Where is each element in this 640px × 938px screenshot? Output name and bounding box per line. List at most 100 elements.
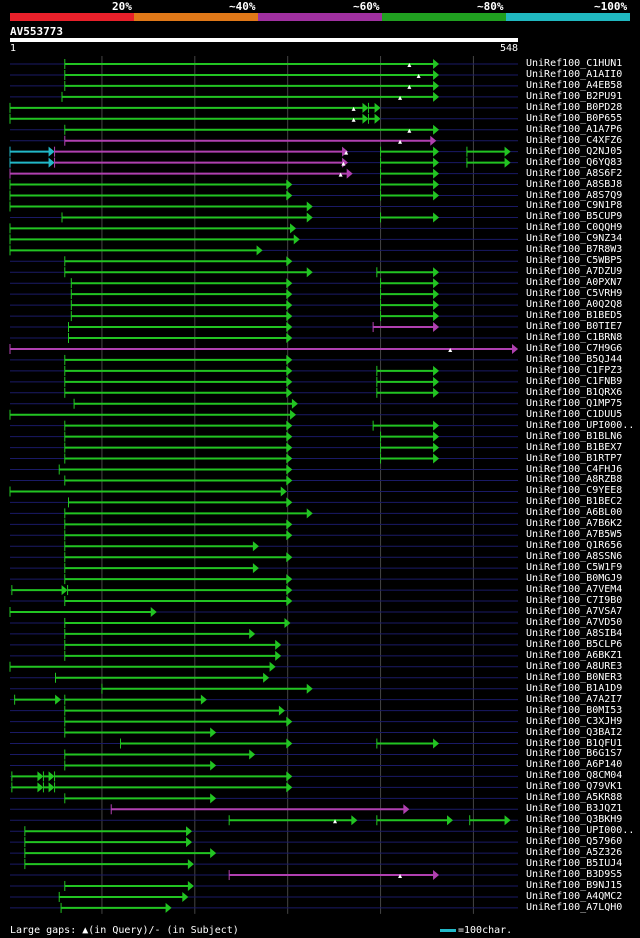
- gap-marker-icon: [407, 128, 412, 133]
- gap-marker-icon: [407, 63, 412, 67]
- hit-label[interactable]: UniRef100_B0TIE7: [526, 321, 623, 333]
- hit-label[interactable]: UniRef100_A5KR88: [526, 792, 623, 804]
- hit-label[interactable]: UniRef100_A7A2I7: [526, 693, 623, 705]
- hit-label[interactable]: UniRef100_A0Q2Q8: [526, 299, 623, 311]
- hit-label[interactable]: UniRef100_A1A7P6: [526, 123, 623, 135]
- hit-label[interactable]: UniRef100_Q1R656: [526, 540, 623, 552]
- hit-label[interactable]: UniRef100_C1BRN8: [526, 332, 623, 343]
- gap-marker-icon: [333, 819, 338, 824]
- hit-label[interactable]: UniRef100_B6G1S7: [526, 748, 623, 760]
- hit-label[interactable]: UniRef100_A8S7Q9: [526, 189, 623, 201]
- hit-label[interactable]: UniRef100_B1BEC2: [526, 496, 623, 508]
- hit-label[interactable]: UniRef100_A7VSA7: [526, 606, 623, 617]
- hit-end-arrow: [433, 289, 440, 300]
- hit-label[interactable]: UniRef100_C5WBP5: [526, 255, 623, 267]
- hit-label[interactable]: UniRef100_Q79VK1: [526, 781, 623, 793]
- hit-end-arrow: [186, 826, 193, 837]
- hit-label[interactable]: UniRef100_A5Z326: [526, 847, 623, 859]
- hit-end-arrow: [286, 333, 293, 343]
- hit-label[interactable]: UniRef100_A8S6F2: [526, 167, 623, 179]
- hit-label[interactable]: UniRef100_B5QJ44: [526, 353, 623, 365]
- hit-label[interactable]: UniRef100_A4EB58: [526, 79, 623, 91]
- hit-label[interactable]: UniRef100_A8URE3: [526, 660, 623, 672]
- hit-label[interactable]: UniRef100_Q3BKH9: [526, 814, 623, 826]
- hit-end-arrow: [37, 782, 44, 793]
- hit-label[interactable]: UniRef100_A8SBJ8: [526, 178, 623, 190]
- hit-label[interactable]: UniRef100_A7VD50: [526, 616, 623, 628]
- hit-label[interactable]: UniRef100_A6P140: [526, 759, 623, 771]
- hit-label[interactable]: UniRef100_B1BED5: [526, 310, 623, 322]
- hit-label[interactable]: UniRef100_C5VRH9: [526, 288, 623, 300]
- hit-label[interactable]: UniRef100_B7R8W3: [526, 244, 623, 256]
- hit-label[interactable]: UniRef100_B0MGJ9: [526, 573, 623, 585]
- hit-label[interactable]: UniRef100_B5CUP9: [526, 211, 623, 223]
- hit-label[interactable]: UniRef100_Q6YQ83: [526, 156, 623, 168]
- hit-label[interactable]: UniRef100_B0PD28: [526, 101, 623, 113]
- hit-label[interactable]: UniRef100_C4FHJ6: [526, 463, 623, 475]
- hit-label[interactable]: UniRef100_B1A1D9: [526, 682, 623, 694]
- hit-label[interactable]: UniRef100_UPI000..: [526, 419, 635, 431]
- hit-label[interactable]: UniRef100_A6BKZ1: [526, 649, 623, 661]
- hit-end-arrow: [150, 607, 157, 617]
- hit-label[interactable]: UniRef100_C9YEE8: [526, 485, 623, 497]
- hit-label[interactable]: UniRef100_B0P655: [526, 112, 623, 124]
- hit-label[interactable]: UniRef100_A1AII0: [526, 68, 623, 80]
- hit-label[interactable]: UniRef100_A4QMC2: [526, 890, 623, 902]
- hit-end-arrow: [286, 475, 293, 486]
- hit-label[interactable]: UniRef100_B5CLP6: [526, 638, 623, 650]
- hit-label[interactable]: UniRef100_A7B5W5: [526, 529, 623, 541]
- legend-segment: [506, 13, 630, 21]
- hit-label[interactable]: UniRef100_UPI000..: [526, 825, 635, 837]
- hit-label[interactable]: UniRef100_B5IUJ4: [526, 858, 623, 870]
- hit-label[interactable]: UniRef100_Q2NJ05: [526, 145, 623, 157]
- hit-label[interactable]: UniRef100_B2PU91: [526, 90, 623, 102]
- hit-label[interactable]: UniRef100_C7I9B0: [526, 595, 623, 607]
- hit-label[interactable]: UniRef100_B1RTP7: [526, 452, 623, 464]
- hit-label[interactable]: UniRef100_A0PXN7: [526, 277, 623, 289]
- hit-label[interactable]: UniRef100_C9N1P8: [526, 200, 623, 212]
- hit-label[interactable]: UniRef100_B0MI53: [526, 704, 623, 716]
- hit-end-arrow: [433, 168, 440, 179]
- hit-label[interactable]: UniRef100_A7LQH0: [526, 901, 623, 913]
- hit-end-arrow: [286, 530, 293, 541]
- hit-label[interactable]: UniRef100_C4XFZ6: [526, 134, 623, 146]
- hit-label[interactable]: UniRef100_C0QQH9: [526, 222, 623, 234]
- hit-label[interactable]: UniRef100_A6BL00: [526, 507, 623, 519]
- hit-label[interactable]: UniRef100_B9NJ15: [526, 880, 623, 891]
- hit-end-arrow: [374, 113, 381, 124]
- hit-label[interactable]: UniRef100_B1QFU1: [526, 737, 623, 749]
- hit-label[interactable]: UniRef100_A7B6K2: [526, 518, 623, 530]
- hit-label[interactable]: UniRef100_B1BEX7: [526, 441, 623, 453]
- hit-label[interactable]: UniRef100_B1QRX6: [526, 386, 623, 398]
- hit-end-arrow: [362, 113, 369, 124]
- hit-label[interactable]: UniRef100_C1FNB9: [526, 375, 623, 387]
- hit-end-arrow: [433, 300, 440, 311]
- hit-label[interactable]: UniRef100_B1BLN6: [526, 430, 623, 442]
- hit-end-arrow: [306, 683, 313, 694]
- hit-end-arrow: [252, 541, 259, 552]
- hit-label[interactable]: UniRef100_C3XJH9: [526, 715, 623, 727]
- hit-label[interactable]: UniRef100_Q1MP75: [526, 397, 623, 409]
- hit-label[interactable]: UniRef100_C1HUN1: [526, 58, 623, 69]
- hit-end-arrow: [362, 102, 369, 113]
- hit-end-arrow: [433, 278, 440, 289]
- hit-label[interactable]: UniRef100_A8RZB8: [526, 474, 623, 486]
- hit-label[interactable]: UniRef100_B3D9S5: [526, 869, 623, 881]
- hit-label[interactable]: UniRef100_C5W1F9: [526, 562, 623, 574]
- hit-label[interactable]: UniRef100_C1FPZ3: [526, 364, 623, 376]
- hit-end-arrow: [433, 442, 440, 453]
- hit-label[interactable]: UniRef100_Q3BAI2: [526, 726, 623, 738]
- hit-label[interactable]: UniRef100_C7H9G6: [526, 342, 623, 354]
- hit-label[interactable]: UniRef100_Q57960: [526, 836, 623, 848]
- hit-label[interactable]: UniRef100_C9NZ34: [526, 233, 623, 245]
- hit-label[interactable]: UniRef100_Q8CM04: [526, 770, 623, 782]
- hit-label[interactable]: UniRef100_A7VEM4: [526, 584, 623, 596]
- hit-label[interactable]: UniRef100_B0NER3: [526, 671, 623, 683]
- hit-label[interactable]: UniRef100_C1DUU5: [526, 408, 623, 420]
- hit-label[interactable]: UniRef100_A8SIB4: [526, 627, 623, 639]
- ruler-end-label: 548: [499, 43, 518, 54]
- hit-label[interactable]: UniRef100_A8SSN6: [526, 551, 623, 563]
- hit-end-arrow: [210, 727, 217, 738]
- hit-label[interactable]: UniRef100_B3JQZ1: [526, 803, 623, 815]
- hit-label[interactable]: UniRef100_A7DZU9: [526, 266, 623, 278]
